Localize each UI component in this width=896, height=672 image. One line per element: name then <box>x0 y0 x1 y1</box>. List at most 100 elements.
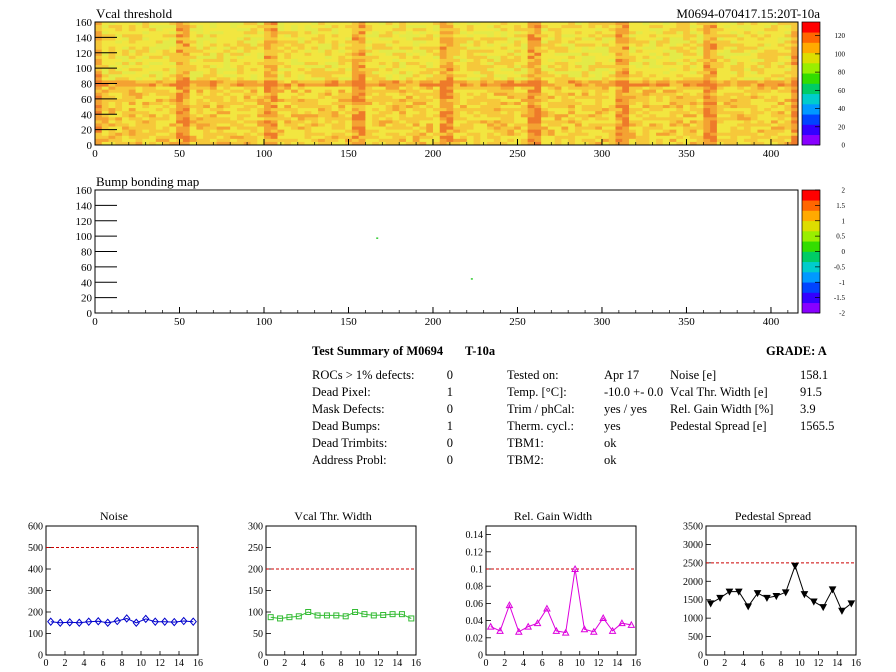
small-chart-x-tick: 0 <box>704 658 709 669</box>
data-point-marker <box>800 591 809 599</box>
small-chart-y-tick: 400 <box>28 565 43 576</box>
colorbar-tick-label: 40 <box>838 105 846 113</box>
summary-value: 1 <box>446 419 453 433</box>
map-y-tick-label: 160 <box>76 17 93 29</box>
summary-label: Rel. Gain Width [%] <box>670 402 774 416</box>
small-chart-y-tick: 0.12 <box>466 547 484 558</box>
map-x-tick-label: 200 <box>425 316 442 328</box>
map1-title: Vcal threshold <box>96 6 173 21</box>
colorbar-tick-label: 0.5 <box>836 233 845 241</box>
map-y-tick-label: 40 <box>81 277 93 289</box>
summary-label: TBM2: <box>507 453 544 467</box>
data-point-marker <box>295 613 302 620</box>
data-point-marker <box>113 616 121 626</box>
summary-value: 0 <box>446 453 453 467</box>
map-y-tick-label: 120 <box>76 216 93 228</box>
small-chart-title: Noise <box>100 509 128 523</box>
small-chart-title: Pedestal Spread <box>735 509 811 523</box>
map-y-tick-label: 0 <box>87 140 93 152</box>
small-chart-x-tick: 0 <box>44 658 49 669</box>
small-chart-y-tick: 500 <box>28 543 43 554</box>
summary-value: Apr 17 <box>604 368 640 382</box>
map2-colorbar: -2 -1.5 -1 -0.5 0 0.5 1 1.5 2 <box>801 187 846 318</box>
bump-bonding-hits <box>376 237 473 280</box>
small-chart-y-tick: 300 <box>248 522 263 533</box>
data-point-marker <box>342 613 349 620</box>
small-chart-x-tick: 14 <box>392 658 402 669</box>
small-chart-x-tick: 8 <box>120 658 125 669</box>
data-point-marker <box>151 617 159 626</box>
module-id-label: M0694-070417.15:20T-10a <box>676 6 820 21</box>
chart-0: Noise 0 2 4 6 8 10 12 14 16 0 100 200 300 400 500 600 <box>28 509 203 669</box>
bump-hit-point <box>376 237 379 239</box>
small-chart-y-tick: 300 <box>28 586 43 597</box>
small-chart-x-tick: 10 <box>136 658 146 669</box>
series-line <box>270 611 412 620</box>
small-chart-x-tick: 4 <box>82 658 87 669</box>
small-chart-x-tick: 6 <box>101 658 106 669</box>
data-point-marker <box>533 619 542 627</box>
small-chart-x-tick: 2 <box>282 658 287 669</box>
small-chart-y-tick: 200 <box>248 565 263 576</box>
summary-value: 3.9 <box>800 402 816 416</box>
data-point-marker <box>352 609 359 615</box>
small-chart-x-tick: 10 <box>795 658 805 669</box>
data-point-marker <box>552 626 561 634</box>
data-point-marker <box>819 604 828 612</box>
small-chart-x-tick: 16 <box>851 658 861 669</box>
map-x-tick-label: 150 <box>340 316 357 328</box>
map-x-tick-label: 300 <box>594 148 611 160</box>
small-chart-y-tick: 3500 <box>683 522 703 533</box>
data-point-marker <box>753 590 762 598</box>
map-y-tick-label: 80 <box>81 247 93 259</box>
summary-label: Tested on: <box>507 368 559 382</box>
small-chart-y-tick: 0.06 <box>466 599 484 610</box>
map-x-tick-label: 0 <box>92 148 98 160</box>
data-point-marker <box>85 617 93 626</box>
summary-label: Therm. cycl.: <box>507 419 574 433</box>
map-y-tick-label: 160 <box>76 185 93 197</box>
summary-title: Test Summary of M0694 <box>312 344 444 358</box>
small-chart-y-tick: 0.08 <box>466 582 484 593</box>
data-point-marker <box>791 562 799 570</box>
data-point-marker <box>323 612 330 619</box>
small-chart-x-tick: 6 <box>760 658 765 669</box>
data-point-marker <box>75 618 83 628</box>
colorbar-tick-label: 2 <box>842 187 846 195</box>
summary-label: Vcal Thr. Width [e] <box>670 385 768 399</box>
data-point-marker <box>277 615 284 622</box>
map-x-tick-label: 250 <box>509 148 526 160</box>
data-point-marker <box>608 626 617 634</box>
small-chart-y-tick: 0.14 <box>466 530 484 541</box>
data-point-marker <box>772 593 781 601</box>
chart-3: Pedestal Spread 0 2 4 6 8 10 12 14 16 0 500 1000 1500… <box>683 509 861 669</box>
map-x-tick-label: 100 <box>256 148 273 160</box>
small-chart-x-tick: 16 <box>193 658 203 669</box>
colorbar-tick-label: 1.5 <box>836 202 845 210</box>
data-point-marker <box>496 626 504 634</box>
data-point-marker <box>627 620 636 628</box>
data-point-marker <box>716 594 724 602</box>
series-line <box>50 617 194 624</box>
data-point-marker <box>104 618 112 628</box>
small-chart-x-tick: 14 <box>612 658 622 669</box>
small-chart-x-tick: 6 <box>320 658 325 669</box>
summary-value: -10.0 +- 0.0 <box>604 385 664 399</box>
map-y-tick-label: 100 <box>76 63 93 75</box>
colorbar-tick-label: 80 <box>838 69 846 77</box>
data-point-marker <box>706 600 715 608</box>
small-chart-x-tick: 12 <box>594 658 604 669</box>
small-chart-x-tick: 8 <box>339 658 344 669</box>
data-point-marker <box>380 612 387 619</box>
small-chart-y-tick: 0 <box>38 651 43 662</box>
data-point-marker <box>398 611 405 618</box>
data-point-marker <box>180 616 188 626</box>
data-point-marker <box>333 612 340 619</box>
map1-axes: 0 50 100 150 200 250 300 350 400 0 20 40 60 80 100 120 1… <box>76 17 789 160</box>
data-point-marker <box>847 600 856 608</box>
small-chart-y-tick: 50 <box>253 629 263 640</box>
small-chart-x-tick: 16 <box>631 658 641 669</box>
small-chart-x-tick: 12 <box>374 658 384 669</box>
small-chart-x-tick: 0 <box>484 658 489 669</box>
small-chart-x-tick: 14 <box>832 658 842 669</box>
